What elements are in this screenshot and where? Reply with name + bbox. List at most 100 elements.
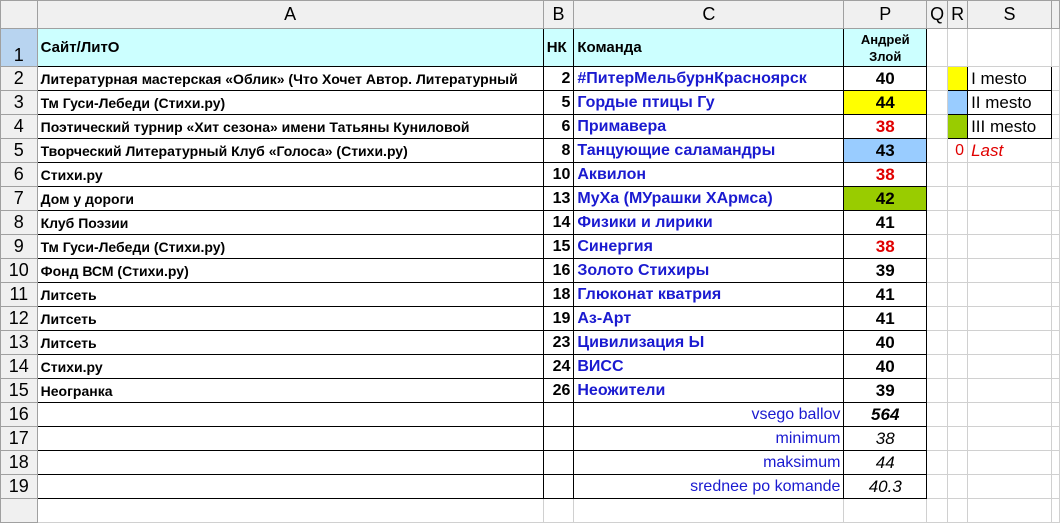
cell-r[interactable]	[947, 306, 969, 331]
cell-s[interactable]	[967, 258, 1053, 283]
legend-swatch-second[interactable]	[947, 90, 969, 115]
legend-count[interactable]: 0	[947, 138, 969, 163]
cell-r[interactable]	[947, 330, 969, 355]
team-cell[interactable]: Неожители	[573, 378, 845, 403]
row-header[interactable]: 5	[0, 138, 38, 163]
cell-r[interactable]	[947, 426, 969, 451]
header-team-cell[interactable]: Команда	[573, 28, 845, 67]
cell-q[interactable]	[926, 306, 949, 331]
cell-s[interactable]	[967, 330, 1053, 355]
site-cell[interactable]: Неогранка	[36, 378, 544, 403]
site-cell[interactable]: Поэтический турнир «Хит сезона» имени Та…	[36, 114, 544, 139]
header-nk-cell[interactable]: НК	[542, 28, 575, 67]
stat-value[interactable]: 564	[843, 402, 928, 427]
cell-s[interactable]	[967, 306, 1053, 331]
score-cell[interactable]: 40	[843, 354, 928, 379]
cell-s[interactable]	[967, 354, 1053, 379]
nk-cell[interactable]: 2	[542, 66, 575, 91]
site-cell[interactable]: Фонд ВСМ (Стихи.ру)	[36, 258, 544, 283]
team-cell[interactable]: Аквилон	[573, 162, 845, 187]
cell-extra[interactable]	[1051, 474, 1060, 499]
cell-q[interactable]	[926, 138, 949, 163]
row-header[interactable]: 4	[0, 114, 38, 139]
header-judge-cell[interactable]: Андрей Злой	[843, 28, 928, 67]
cell-extra[interactable]	[1051, 282, 1060, 307]
row-header[interactable]: 18	[0, 450, 38, 475]
site-cell[interactable]: Тм Гуси-Лебеди (Стихи.ру)	[36, 234, 544, 259]
site-cell[interactable]	[36, 426, 544, 451]
score-cell[interactable]: 41	[843, 306, 928, 331]
score-cell[interactable]: 42	[843, 186, 928, 211]
nk-cell[interactable]: 10	[542, 162, 575, 187]
row-header[interactable]: 13	[0, 330, 38, 355]
cell-extra[interactable]	[1051, 234, 1060, 259]
score-cell[interactable]: 44	[843, 90, 928, 115]
site-cell[interactable]: Тм Гуси-Лебеди (Стихи.ру)	[36, 90, 544, 115]
cell-q[interactable]	[926, 162, 949, 187]
score-cell[interactable]: 38	[843, 162, 928, 187]
cell-s[interactable]	[967, 402, 1053, 427]
stat-value[interactable]: 40.3	[843, 474, 928, 499]
cell-q[interactable]	[926, 354, 949, 379]
nk-cell[interactable]: 5	[542, 90, 575, 115]
cell-r[interactable]	[947, 28, 969, 67]
row-header[interactable]: 8	[0, 210, 38, 235]
cell-s[interactable]	[967, 28, 1053, 67]
column-header-P[interactable]: P	[843, 0, 928, 29]
stat-label[interactable]: vsego ballov	[573, 402, 845, 427]
cell-r[interactable]	[947, 162, 969, 187]
empty-cell[interactable]	[0, 498, 38, 523]
cell-r[interactable]	[947, 282, 969, 307]
row-header[interactable]: 10	[0, 258, 38, 283]
cell-extra[interactable]	[1051, 378, 1060, 403]
cell-s[interactable]	[967, 450, 1053, 475]
team-cell[interactable]: Гордые птицы Гу	[573, 90, 845, 115]
column-header-blank[interactable]	[1051, 0, 1060, 29]
cell-q[interactable]	[926, 114, 949, 139]
cell-s[interactable]	[967, 474, 1053, 499]
row-header[interactable]: 17	[0, 426, 38, 451]
nk-cell[interactable]: 14	[542, 210, 575, 235]
legend-label[interactable]: III mesto	[967, 114, 1053, 139]
cell-s[interactable]	[967, 186, 1053, 211]
score-cell[interactable]: 41	[843, 210, 928, 235]
team-cell[interactable]: Цивилизация Ы	[573, 330, 845, 355]
cell-extra[interactable]	[1051, 210, 1060, 235]
cell-q[interactable]	[926, 402, 949, 427]
cell-q[interactable]	[926, 282, 949, 307]
column-header-R[interactable]: R	[947, 0, 969, 29]
cell-s[interactable]	[967, 162, 1053, 187]
empty-cell[interactable]	[542, 498, 575, 523]
legend-label[interactable]: Last	[967, 138, 1053, 163]
cell-extra[interactable]	[1051, 66, 1060, 91]
score-cell[interactable]: 39	[843, 258, 928, 283]
nk-cell[interactable]: 8	[542, 138, 575, 163]
team-cell[interactable]: Аз-Арт	[573, 306, 845, 331]
cell-q[interactable]	[926, 258, 949, 283]
column-header-A[interactable]: A	[36, 0, 544, 29]
cell-extra[interactable]	[1051, 306, 1060, 331]
legend-label[interactable]: II mesto	[967, 90, 1053, 115]
stat-label[interactable]: srednee po komande	[573, 474, 845, 499]
cell-q[interactable]	[926, 450, 949, 475]
nk-cell[interactable]: 15	[542, 234, 575, 259]
cell-extra[interactable]	[1051, 28, 1060, 67]
cell-q[interactable]	[926, 234, 949, 259]
stat-value[interactable]: 44	[843, 450, 928, 475]
cell-q[interactable]	[926, 210, 949, 235]
cell-r[interactable]	[947, 402, 969, 427]
team-cell[interactable]: #ПитерМельбурнКрасноярск	[573, 66, 845, 91]
cell-r[interactable]	[947, 474, 969, 499]
column-header-blank[interactable]	[0, 0, 38, 29]
nk-cell[interactable]: 16	[542, 258, 575, 283]
nk-cell[interactable]: 23	[542, 330, 575, 355]
cell-q[interactable]	[926, 66, 949, 91]
cell-q[interactable]	[926, 330, 949, 355]
cell-r[interactable]	[947, 450, 969, 475]
row-header[interactable]: 6	[0, 162, 38, 187]
row-header[interactable]: 2	[0, 66, 38, 91]
cell-s[interactable]	[967, 210, 1053, 235]
cell-extra[interactable]	[1051, 402, 1060, 427]
nk-cell[interactable]	[542, 450, 575, 475]
